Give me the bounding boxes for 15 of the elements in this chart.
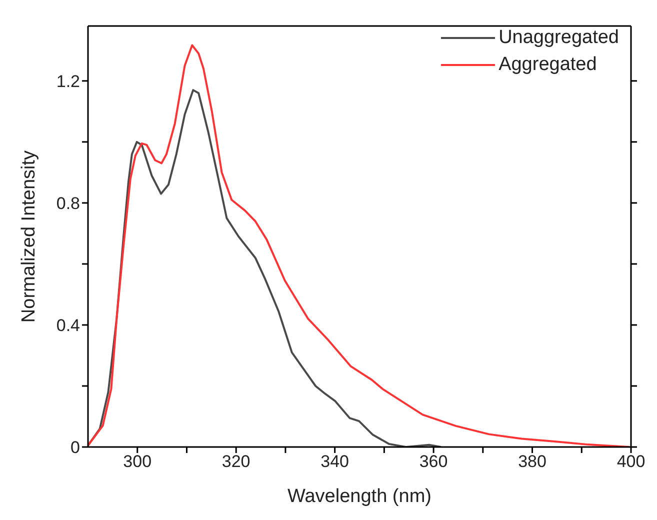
x-tick-label: 340 <box>320 452 350 472</box>
x-tick-label: 300 <box>123 452 152 472</box>
x-tick-label: 320 <box>222 452 250 472</box>
y-tick-label: 1.2 <box>56 72 80 91</box>
x-tick-label: 380 <box>518 452 546 472</box>
y-tick-label: 0 <box>70 438 80 458</box>
y-tick-label: 0.8 <box>56 194 80 213</box>
y-tick-label: 0.4 <box>56 316 80 336</box>
line-series <box>88 89 442 447</box>
x-axis-title: Wavelength (nm) <box>288 486 432 507</box>
legend-label: Unaggregated <box>498 26 619 50</box>
x-tick-label: 400 <box>616 452 646 472</box>
y-axis-title: Normalized Intensity <box>18 150 40 323</box>
legend-label: Aggregated <box>498 53 597 77</box>
x-tick-label: 360 <box>419 452 448 472</box>
